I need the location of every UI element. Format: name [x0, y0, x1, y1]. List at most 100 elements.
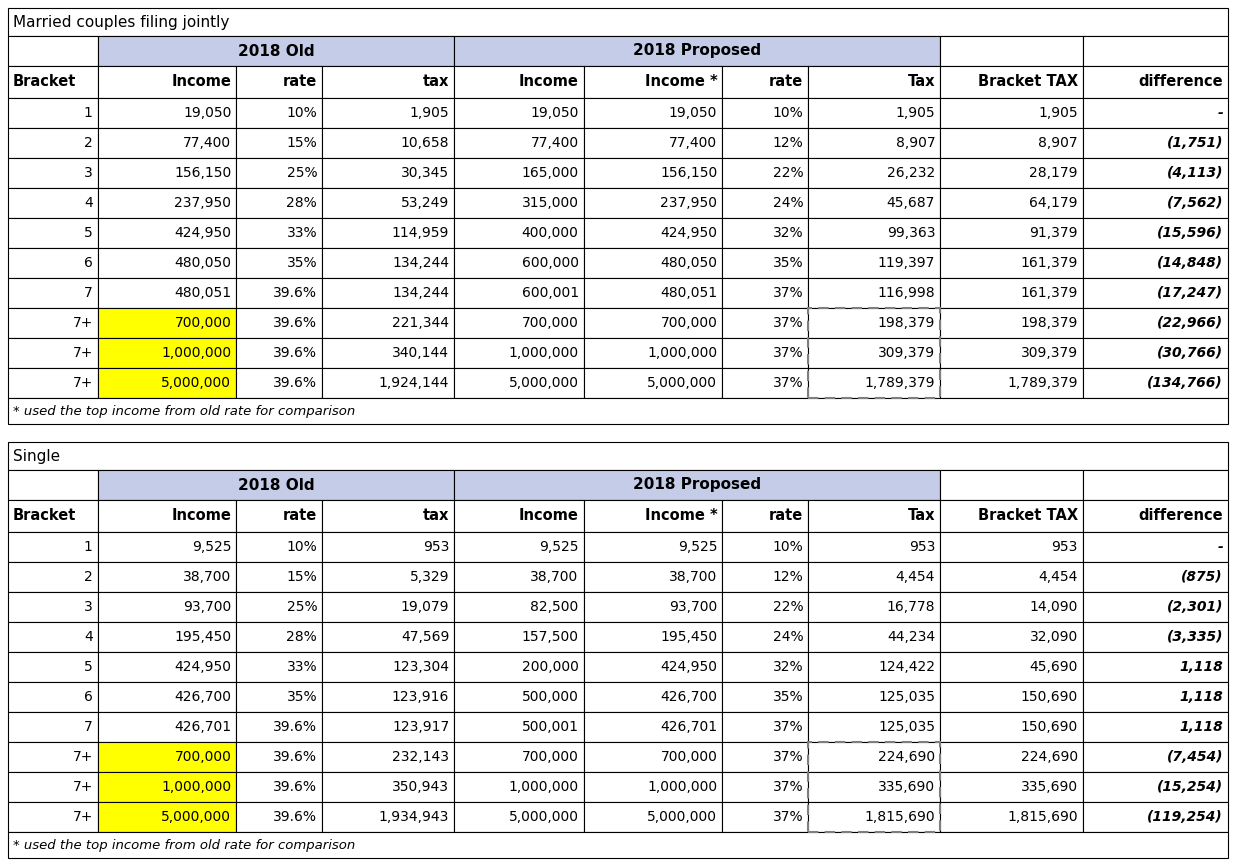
Bar: [98, 500, 237, 532]
Bar: [454, 682, 584, 712]
Bar: [322, 66, 454, 98]
Bar: [237, 188, 322, 218]
Text: 700,000: 700,000: [661, 750, 717, 764]
Bar: [98, 218, 237, 248]
Bar: [322, 562, 454, 592]
Bar: [940, 188, 1083, 218]
Bar: [723, 66, 808, 98]
Text: 9,525: 9,525: [192, 540, 232, 554]
Text: 37%: 37%: [773, 720, 804, 734]
Text: * used the top income from old rate for comparison: * used the top income from old rate for …: [12, 838, 355, 851]
Text: * used the top income from old rate for comparison: * used the top income from old rate for …: [12, 404, 355, 417]
Bar: [454, 158, 584, 188]
Text: Bracket TAX: Bracket TAX: [977, 74, 1078, 89]
Bar: [98, 98, 237, 128]
Text: Bracket: Bracket: [12, 508, 77, 524]
Bar: [940, 158, 1083, 188]
Bar: [237, 742, 322, 772]
Bar: [7, 772, 98, 802]
Text: (3,335): (3,335): [1167, 630, 1223, 644]
Text: 424,950: 424,950: [175, 226, 232, 240]
Bar: [454, 772, 584, 802]
Bar: [322, 218, 454, 248]
Bar: [454, 470, 940, 500]
Text: 1: 1: [84, 540, 93, 554]
Text: 5,000,000: 5,000,000: [508, 810, 579, 824]
Bar: [940, 66, 1083, 98]
Bar: [454, 742, 584, 772]
Text: 10,658: 10,658: [401, 136, 449, 150]
Bar: [584, 66, 723, 98]
Text: 953: 953: [423, 540, 449, 554]
Text: Tax: Tax: [908, 508, 935, 524]
Bar: [1083, 652, 1228, 682]
Bar: [237, 338, 322, 368]
Bar: [723, 652, 808, 682]
Bar: [98, 742, 237, 772]
Text: 35%: 35%: [286, 690, 317, 704]
Text: 426,700: 426,700: [175, 690, 232, 704]
Text: -: -: [1218, 540, 1223, 554]
Text: 5,000,000: 5,000,000: [647, 376, 717, 390]
Bar: [7, 742, 98, 772]
Bar: [7, 398, 1228, 424]
Text: 123,304: 123,304: [392, 660, 449, 674]
Text: 125,035: 125,035: [878, 720, 935, 734]
Text: 37%: 37%: [773, 750, 804, 764]
Text: 119,397: 119,397: [878, 256, 935, 270]
Text: 232,143: 232,143: [392, 750, 449, 764]
Text: Income: Income: [518, 508, 579, 524]
Text: 39.6%: 39.6%: [273, 316, 317, 330]
Text: 600,000: 600,000: [522, 256, 579, 270]
Text: 38,700: 38,700: [531, 570, 579, 584]
Bar: [1083, 500, 1228, 532]
Bar: [808, 308, 940, 398]
Bar: [723, 532, 808, 562]
Text: 32%: 32%: [773, 660, 804, 674]
Bar: [584, 622, 723, 652]
Bar: [1083, 218, 1228, 248]
Text: 237,950: 237,950: [661, 196, 717, 210]
Bar: [723, 338, 808, 368]
Text: Bracket TAX: Bracket TAX: [977, 508, 1078, 524]
Bar: [940, 98, 1083, 128]
Bar: [808, 248, 940, 278]
Text: 91,379: 91,379: [1029, 226, 1078, 240]
Bar: [7, 278, 98, 308]
Bar: [98, 592, 237, 622]
Bar: [7, 188, 98, 218]
Bar: [808, 652, 940, 682]
Text: (14,848): (14,848): [1157, 256, 1223, 270]
Text: 124,422: 124,422: [878, 660, 935, 674]
Text: (7,562): (7,562): [1167, 196, 1223, 210]
Text: 156,150: 156,150: [174, 166, 232, 180]
Bar: [7, 500, 98, 532]
Text: 426,700: 426,700: [661, 690, 717, 704]
Text: 5,000,000: 5,000,000: [647, 810, 717, 824]
Text: 64,179: 64,179: [1029, 196, 1078, 210]
Bar: [940, 500, 1083, 532]
Text: 12%: 12%: [773, 136, 804, 150]
Text: 309,379: 309,379: [878, 346, 935, 360]
Text: 7+: 7+: [72, 316, 93, 330]
Bar: [584, 128, 723, 158]
Bar: [1083, 278, 1228, 308]
Text: 700,000: 700,000: [522, 750, 579, 764]
Text: 33%: 33%: [286, 226, 317, 240]
Bar: [322, 278, 454, 308]
Bar: [237, 66, 322, 98]
Text: 424,950: 424,950: [175, 660, 232, 674]
Bar: [808, 278, 940, 308]
Bar: [808, 338, 940, 368]
Bar: [940, 592, 1083, 622]
Bar: [808, 158, 940, 188]
Bar: [1083, 158, 1228, 188]
Bar: [584, 188, 723, 218]
Bar: [98, 248, 237, 278]
Bar: [1083, 248, 1228, 278]
Text: 12%: 12%: [773, 570, 804, 584]
Text: 19,050: 19,050: [184, 106, 232, 120]
Text: 2: 2: [84, 136, 93, 150]
Text: (22,966): (22,966): [1157, 316, 1223, 330]
Bar: [322, 158, 454, 188]
